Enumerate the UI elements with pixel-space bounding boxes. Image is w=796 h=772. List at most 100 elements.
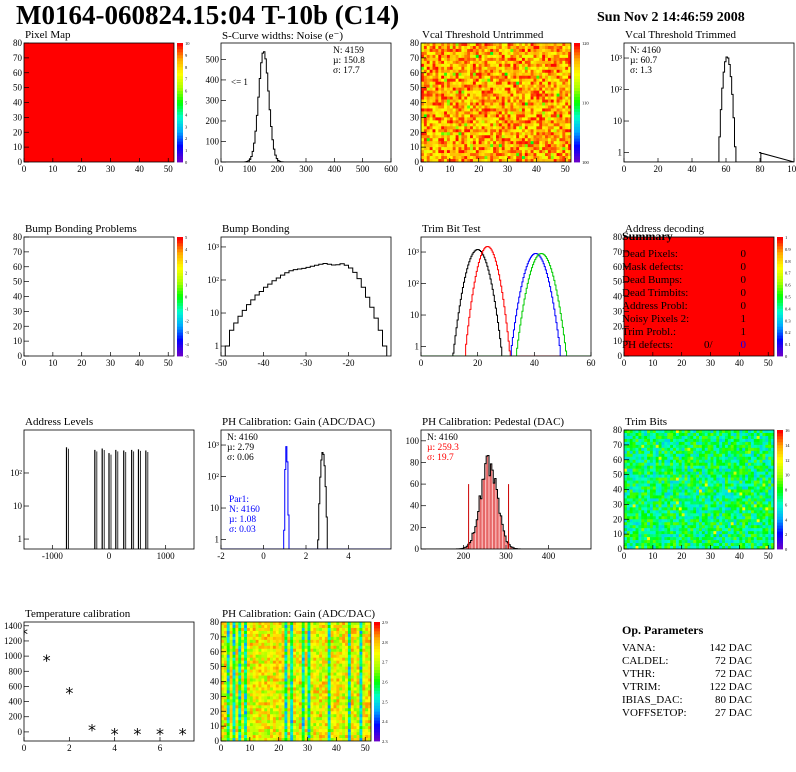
heatmap-cell	[647, 459, 651, 464]
heatmap-cell	[736, 462, 740, 466]
palette-swatch	[177, 159, 183, 163]
heatmap-cell	[542, 87, 546, 91]
heatmap-cell	[478, 150, 482, 154]
heatmap-cell	[223, 633, 228, 638]
heatmap-cell	[730, 537, 734, 541]
heatmap-cell	[461, 48, 465, 53]
heatmap-cell	[678, 444, 682, 449]
heatmap-cell	[753, 510, 757, 514]
heatmap-cell	[444, 144, 448, 148]
heatmap-cell	[704, 504, 708, 508]
heatmap-cell	[524, 156, 529, 160]
y-tick-label: 20	[410, 127, 420, 137]
heatmap-cell	[455, 72, 459, 77]
x-tick-label: 80	[756, 164, 766, 174]
heatmap-cell	[638, 483, 642, 487]
heatmap-cell	[693, 546, 697, 549]
heatmap-cell	[629, 441, 633, 446]
heatmap-cell	[727, 456, 732, 461]
heatmap-cell	[644, 522, 648, 526]
heatmap-cell	[226, 633, 230, 638]
heatmap-cell	[635, 435, 639, 440]
heatmap-cell	[713, 432, 717, 437]
heatmap-cell	[490, 141, 494, 145]
palette-swatch	[777, 543, 783, 547]
heatmap-cell	[550, 99, 554, 103]
heatmap-cell	[730, 468, 734, 472]
heatmap-cell	[481, 48, 485, 53]
heatmap-cell	[426, 57, 430, 62]
heatmap-cell	[667, 492, 671, 496]
heatmap-cell	[759, 456, 763, 461]
heatmap-cell	[765, 492, 769, 496]
heatmap-cell	[461, 150, 465, 154]
heatmap-cell	[629, 430, 633, 434]
heatmap-cell	[524, 78, 529, 82]
heatmap-cell	[649, 465, 654, 469]
heatmap-cell	[673, 531, 677, 535]
heatmap-cell	[472, 60, 477, 65]
heatmap-cell	[667, 459, 671, 464]
y-tick-label: 80	[613, 232, 623, 242]
heatmap-cell	[516, 75, 520, 79]
heatmap-cell	[629, 537, 633, 541]
heatmap-cell	[536, 141, 540, 145]
heatmap-cell	[553, 144, 557, 148]
heatmap-cell	[687, 450, 691, 455]
heatmap-cell	[565, 123, 569, 127]
heatmap-cell	[719, 430, 723, 434]
heatmap-cell	[545, 54, 549, 59]
heatmap-cell	[484, 108, 488, 112]
y-tick-label: 200	[9, 712, 23, 722]
heatmap-cell	[539, 123, 543, 127]
heatmap-cell	[733, 447, 737, 452]
heatmap-cell	[727, 441, 732, 446]
heatmap-cell	[478, 69, 482, 74]
heatmap-cell	[699, 432, 703, 437]
heatmap-cell	[568, 69, 571, 74]
heatmap-cell	[481, 57, 485, 62]
heatmap-cell	[722, 471, 726, 475]
heatmap-cell	[629, 438, 633, 443]
heatmap-cell	[739, 525, 743, 529]
heatmap-cell	[629, 516, 633, 520]
heatmap-cell	[449, 75, 454, 79]
heatmap-cell	[467, 135, 471, 139]
y-tick-label: 30	[13, 306, 23, 316]
heatmap-cell	[496, 132, 500, 136]
plot-body: **** * * * *	[24, 624, 187, 741]
heatmap-cell	[675, 459, 680, 464]
heatmap-cell	[699, 438, 703, 443]
heatmap-cell	[730, 540, 734, 544]
heatmap-cell	[722, 519, 726, 523]
heatmap-cell	[664, 432, 668, 437]
heatmap-cell	[524, 120, 529, 124]
heatmap-cell	[739, 459, 743, 464]
heatmap-cell	[644, 537, 648, 541]
heatmap-cell	[516, 126, 520, 130]
heatmap-cell	[722, 510, 726, 514]
heatmap-cell	[753, 534, 757, 538]
heatmap-cell	[632, 435, 636, 440]
y-tick-label: 300	[206, 95, 220, 105]
heatmap-cell	[742, 447, 746, 452]
heatmap-cell	[701, 477, 706, 481]
heatmap-cell	[547, 69, 552, 74]
stat-text: µ: 1.08	[229, 515, 256, 525]
heatmap-cell	[478, 72, 482, 77]
heatmap-cell	[493, 66, 497, 71]
heatmap-cell	[496, 57, 500, 62]
heatmap-cell	[739, 492, 743, 496]
heatmap-cell	[684, 501, 688, 505]
heatmap-cell	[652, 486, 657, 490]
heatmap-cell	[647, 507, 651, 511]
heatmap-cell	[455, 153, 459, 157]
x-tick-label: 0	[22, 358, 27, 368]
heatmap-cell	[475, 114, 479, 118]
heatmap-cell	[722, 459, 726, 464]
palette-swatch	[177, 278, 183, 283]
heatmap-cell	[730, 462, 734, 466]
heatmap-cell	[504, 111, 508, 115]
heatmap-cell	[707, 525, 711, 529]
heatmap-cell	[539, 138, 543, 142]
